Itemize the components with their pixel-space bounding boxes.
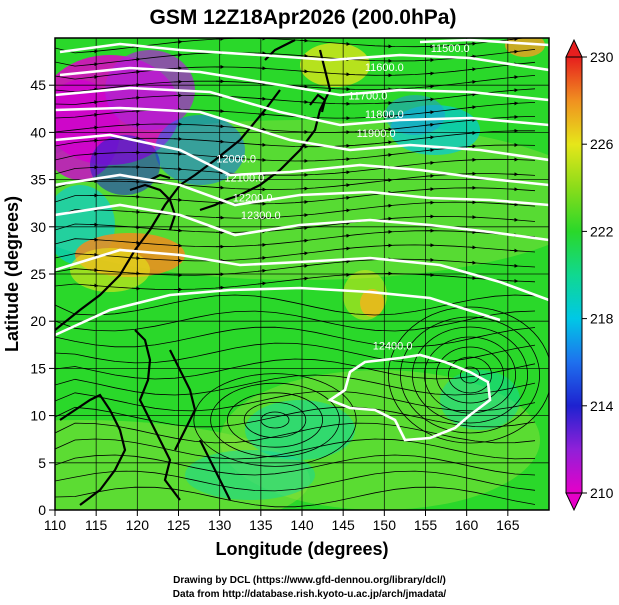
y-tick-label: 30: [30, 219, 46, 235]
colorbar-tick-label: 222: [590, 223, 614, 239]
x-tick-label: 140: [290, 517, 314, 533]
credit-data: Data from http://database.rish.kyoto-u.a…: [172, 589, 447, 600]
y-tick-label: 45: [30, 77, 46, 93]
contour-label: 12200.0: [233, 192, 273, 204]
colorbar-ticks: 230 226 222 218 214 210: [582, 49, 614, 501]
contour-label: 11600.0: [365, 62, 404, 74]
y-tick-label: 20: [30, 313, 46, 329]
x-tick-label: 150: [373, 517, 397, 533]
contour-label: 12000.0: [216, 154, 256, 166]
y-tick-label: 35: [30, 172, 46, 188]
y-axis-ticks: 0 5 10 15 20 25 30 35 40 45: [30, 77, 55, 518]
colorbar-tick-label: 214: [590, 398, 614, 414]
contour-label: 12300.0: [241, 210, 281, 222]
map-title: GSM 12Z18Apr2026 (200.0hPa): [150, 6, 457, 29]
colorbar-tick-label: 218: [590, 311, 614, 327]
colorbar-tick-label: 226: [590, 136, 614, 152]
y-axis-label: Latitude (degrees): [2, 196, 22, 352]
credit-drawing: Drawing by DCL (https://www.gfd-dennou.o…: [173, 575, 446, 586]
x-tick-label: 160: [455, 517, 479, 533]
y-tick-label: 0: [38, 502, 46, 518]
colorbar-tick-label: 230: [590, 49, 614, 65]
y-tick-label: 40: [30, 124, 46, 140]
x-tick-label: 110: [44, 517, 67, 533]
colorbar-min-arrow: [565, 492, 583, 512]
x-tick-label: 125: [167, 517, 191, 533]
x-tick-label: 155: [414, 517, 438, 533]
x-tick-label: 130: [208, 517, 232, 533]
x-tick-label: 120: [126, 517, 150, 533]
y-tick-label: 15: [30, 360, 46, 376]
x-axis-ticks: 110 115 120 125 130 135 140 145 150 155 160 165: [44, 510, 520, 533]
height-contours: [55, 38, 549, 442]
contour-label: 11700.0: [348, 90, 387, 102]
contour-label: 11900.0: [357, 128, 396, 140]
x-tick-label: 165: [496, 517, 520, 533]
x-tick-label: 115: [85, 517, 108, 533]
colorbar-tick-label: 210: [590, 485, 614, 501]
contour-label: 12400.0: [373, 341, 413, 353]
y-tick-label: 10: [30, 408, 46, 424]
x-tick-label: 135: [249, 517, 273, 533]
contour-label: 11800.0: [365, 109, 404, 121]
colorbar: 230 226 222 218 214 210: [565, 38, 614, 512]
contour-label: 12100.0: [225, 173, 265, 185]
y-tick-label: 25: [30, 266, 46, 282]
plot-area: 11500.0 11600.0 11700.0 11800.0 11900.0 12000…: [55, 38, 549, 510]
colorbar-max-arrow: [565, 38, 583, 58]
contour-label: 11500.0: [431, 43, 470, 55]
x-axis-label: Longitude (degrees): [215, 539, 388, 559]
x-tick-label: 145: [331, 517, 355, 533]
contour-labels: 11500.0 11600.0 11700.0 11800.0 11900.0 12000…: [216, 43, 469, 352]
colorbar-scale: [565, 56, 583, 494]
y-tick-label: 5: [38, 455, 46, 471]
